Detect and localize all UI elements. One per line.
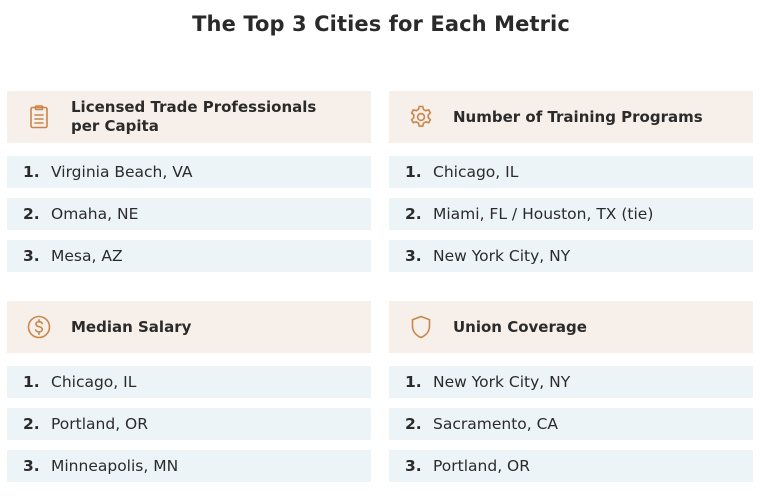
rank-number: 3. xyxy=(405,247,422,265)
ranking-row: 2. Sacramento, CA xyxy=(389,408,753,440)
metric-card-union-coverage: Union Coverage 1. New York City, NY 2. S… xyxy=(389,301,753,492)
dollar-icon xyxy=(25,313,53,341)
metric-card-header: Licensed Trade Professionals per Capita xyxy=(7,91,371,143)
rank-number: 2. xyxy=(23,205,40,223)
metric-card-header: Median Salary xyxy=(7,301,371,353)
rank-number: 2. xyxy=(405,205,422,223)
metric-title: Licensed Trade Professionals per Capita xyxy=(71,98,317,135)
ranking-row: 1. New York City, NY xyxy=(389,366,753,398)
metric-title: Number of Training Programs xyxy=(453,107,703,126)
metric-card-training-programs: Number of Training Programs 1. Chicago, … xyxy=(389,91,753,282)
city-name: Omaha, NE xyxy=(51,205,139,223)
metric-card-header: Number of Training Programs xyxy=(389,91,753,143)
ranking-row: 2. Portland, OR xyxy=(7,408,371,440)
shield-icon xyxy=(407,313,435,341)
metric-title: Union Coverage xyxy=(453,317,587,336)
ranking-row: 3. Mesa, AZ xyxy=(7,240,371,272)
ranking-row: 1. Virginia Beach, VA xyxy=(7,156,371,188)
city-name: Chicago, IL xyxy=(51,373,137,391)
city-name: Mesa, AZ xyxy=(51,247,123,265)
rank-number: 3. xyxy=(23,457,40,475)
rank-number: 1. xyxy=(23,373,40,391)
ranking-row: 3. Portland, OR xyxy=(389,450,753,482)
ranking-row: 1. Chicago, IL xyxy=(389,156,753,188)
city-name: Portland, OR xyxy=(433,457,531,475)
city-name: Minneapolis, MN xyxy=(51,457,179,475)
ranking-row: 3. Minneapolis, MN xyxy=(7,450,371,482)
ranking-row: 2. Miami, FL / Houston, TX (tie) xyxy=(389,198,753,230)
ranking-row: 1. Chicago, IL xyxy=(7,366,371,398)
metric-card-median-salary: Median Salary 1. Chicago, IL 2. Portland… xyxy=(7,301,371,492)
rank-number: 1. xyxy=(23,163,40,181)
rank-number: 3. xyxy=(23,247,40,265)
rank-number: 2. xyxy=(23,415,40,433)
rank-number: 1. xyxy=(405,163,422,181)
metric-title: Median Salary xyxy=(71,317,192,336)
gear-icon xyxy=(407,103,435,131)
city-name: Chicago, IL xyxy=(433,163,519,181)
city-name: Sacramento, CA xyxy=(433,415,559,433)
metric-card-header: Union Coverage xyxy=(389,301,753,353)
rank-number: 1. xyxy=(405,373,422,391)
metric-card-licensed-professionals: Licensed Trade Professionals per Capita … xyxy=(7,91,371,282)
ranking-row: 2. Omaha, NE xyxy=(7,198,371,230)
city-name: New York City, NY xyxy=(433,247,571,265)
city-name: New York City, NY xyxy=(433,373,571,391)
rank-number: 3. xyxy=(405,457,422,475)
ranking-row: 3. New York City, NY xyxy=(389,240,753,272)
city-name: Portland, OR xyxy=(51,415,149,433)
city-name: Virginia Beach, VA xyxy=(51,163,193,181)
rank-number: 2. xyxy=(405,415,422,433)
page-title: The Top 3 Cities for Each Metric xyxy=(192,12,570,36)
clipboard-icon xyxy=(25,103,53,131)
city-name: Miami, FL / Houston, TX (tie) xyxy=(433,205,654,223)
